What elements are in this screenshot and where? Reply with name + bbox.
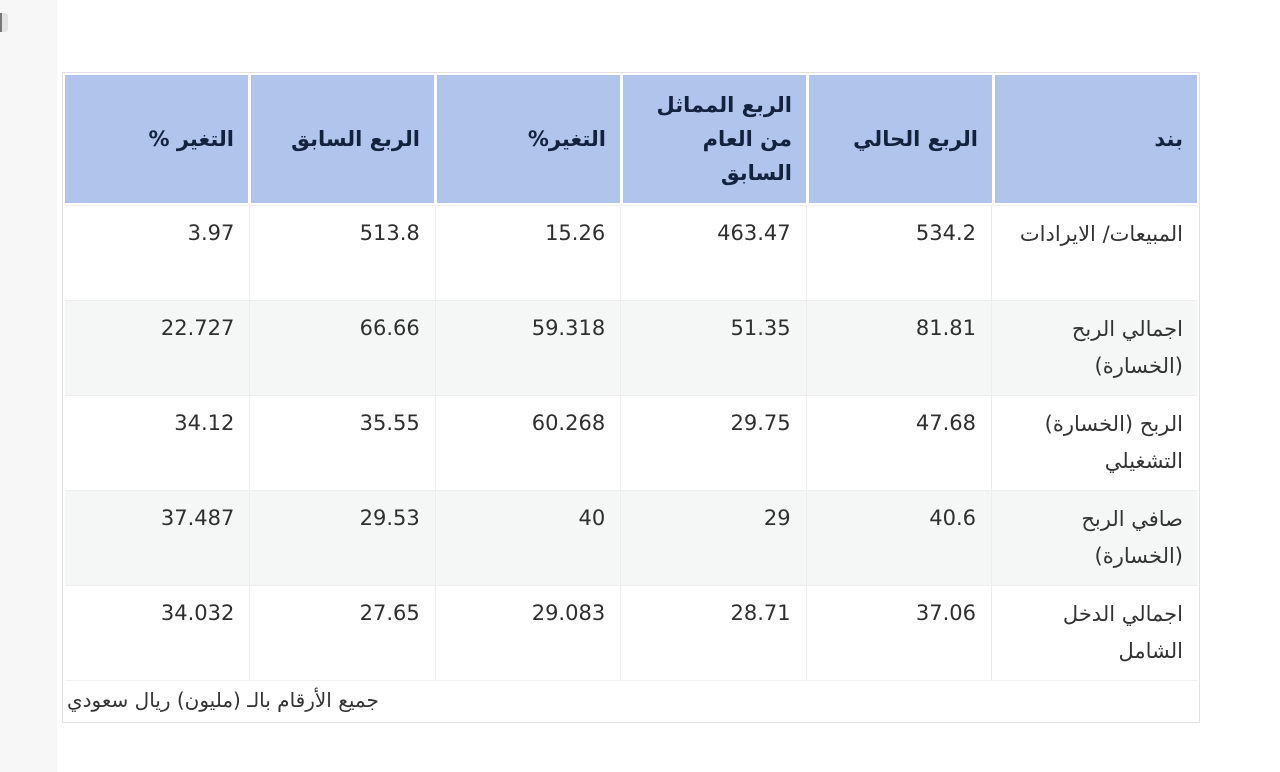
- table-row: المبيعات/ الايرادات 534.2 463.47 15.26 5…: [65, 205, 1197, 300]
- table-cell: 66.66: [250, 301, 436, 395]
- table-cell: 29.75: [621, 396, 807, 490]
- table-row: اجمالي الدخل الشامل 37.06 28.71 29.083 2…: [65, 585, 1197, 680]
- table-cell: 59.318: [436, 301, 622, 395]
- table-cell: 29: [621, 491, 807, 585]
- table-cell: 34.032: [65, 586, 251, 680]
- header-col-item: بند: [995, 75, 1197, 203]
- table-row: اجمالي الربح (الخسارة) 81.81 51.35 59.31…: [65, 300, 1197, 395]
- table-footnote: جميع الأرقام بالـ (مليون) ريال سعودي: [65, 680, 1197, 720]
- table-cell: 513.8: [250, 206, 436, 300]
- table-cell: 28.71: [621, 586, 807, 680]
- table-cell: 463.47: [621, 206, 807, 300]
- row-item-label: اجمالي الدخل الشامل: [1062, 602, 1183, 663]
- table-cell: 37.06: [807, 586, 992, 680]
- table-header-row: بند الربع الحالي الربع المماثل من العام …: [65, 75, 1197, 203]
- header-col-current-quarter: الربع الحالي: [809, 75, 992, 203]
- table-cell: 40.6: [807, 491, 992, 585]
- table-row: صافي الربح (الخسارة) 40.6 29 40 29.53 37…: [65, 490, 1197, 585]
- row-item-label: المبيعات/ الايرادات: [1019, 222, 1183, 246]
- clipped-edge-artifact: [0, 13, 8, 32]
- table-cell: 35.55: [250, 396, 436, 490]
- table-cell: 22.727: [65, 301, 251, 395]
- table-cell: 47.68: [807, 396, 992, 490]
- table-cell: 40: [436, 491, 622, 585]
- header-col-change-yoy: التغير%: [437, 75, 620, 203]
- table-cell: 27.65: [250, 586, 436, 680]
- quarterly-results-table: بند الربع الحالي الربع المماثل من العام …: [62, 72, 1200, 723]
- header-col-same-quarter-prev-year: الربع المماثل من العام السابق: [623, 75, 806, 203]
- table-body: المبيعات/ الايرادات 534.2 463.47 15.26 5…: [65, 205, 1197, 680]
- table-cell: 29.083: [436, 586, 622, 680]
- table-cell: 534.2: [807, 206, 992, 300]
- table-cell: 3.97: [65, 206, 251, 300]
- table-cell: 81.81: [807, 301, 992, 395]
- table-cell: 34.12: [65, 396, 251, 490]
- header-col-change-qoq: التغير %: [65, 75, 248, 203]
- row-item-label: صافي الربح (الخسارة): [1081, 507, 1183, 568]
- table-cell: 51.35: [621, 301, 807, 395]
- table-cell: 37.487: [65, 491, 251, 585]
- header-col-previous-quarter: الربع السابق: [251, 75, 434, 203]
- table-row: الربح (الخسارة) التشغيلي 47.68 29.75 60.…: [65, 395, 1197, 490]
- row-item-label: اجمالي الربح (الخسارة): [1071, 317, 1183, 378]
- table-cell: 60.268: [436, 396, 622, 490]
- row-item-label: الربح (الخسارة) التشغيلي: [1044, 412, 1183, 473]
- table-cell: 15.26: [436, 206, 622, 300]
- table-cell: 29.53: [250, 491, 436, 585]
- left-gutter: [0, 0, 57, 772]
